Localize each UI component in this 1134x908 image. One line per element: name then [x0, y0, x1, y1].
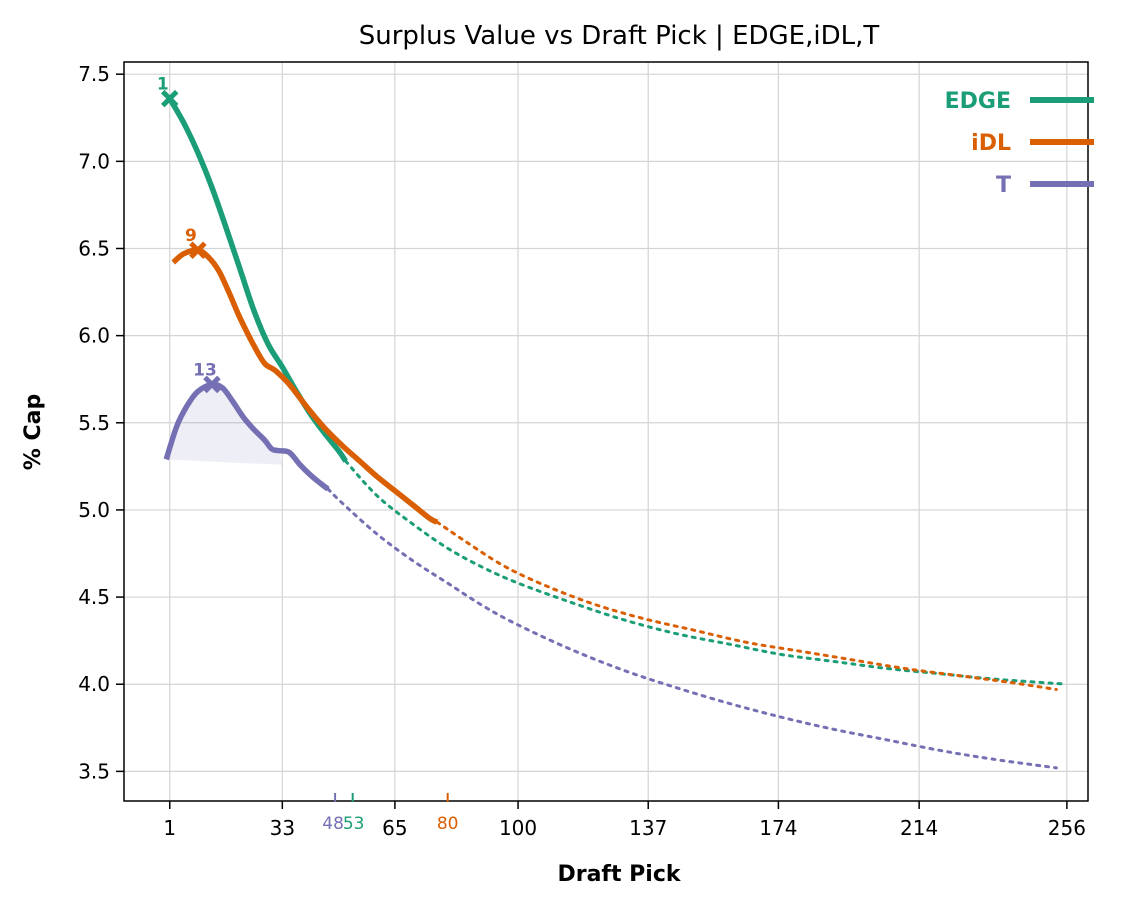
cutoff-label-t: 48 [322, 814, 344, 834]
plot-area-frame [124, 62, 1088, 801]
legend-label-edge: EDGE [945, 89, 1011, 114]
x-tick-label-214: 214 [900, 816, 938, 840]
y-axis-ticks: 3.5 4.0 4.5 5.0 5.5 6.0 6.5 7.0 7.5 [78, 62, 124, 783]
x-axis-title: Draft Pick [557, 862, 681, 887]
peak-label-edge: 1 [157, 75, 169, 95]
axes-frame [124, 62, 1088, 801]
band-layer [166, 384, 282, 464]
series-layer [166, 99, 1067, 768]
x-tick-label-137: 137 [629, 816, 667, 840]
y-tick-label-6.0: 6.0 [78, 324, 110, 348]
x-tick-label-65: 65 [382, 816, 407, 840]
y-tick-label-7.0: 7.0 [78, 149, 110, 173]
x-tick-label-256: 256 [1048, 816, 1086, 840]
peak-label-idl: 9 [185, 226, 197, 246]
y-tick-label-5.0: 5.0 [78, 498, 110, 522]
series-idl-projection [437, 522, 1056, 689]
peak-label-t: 13 [193, 360, 217, 380]
x-tick-label-100: 100 [499, 816, 537, 840]
y-tick-label-4.5: 4.5 [78, 585, 110, 609]
chart-title: Surplus Value vs Draft Pick | EDGE,iDL,T [359, 21, 880, 51]
grid-lines [124, 62, 1088, 801]
x-tick-label-1: 1 [163, 816, 176, 840]
legend-label-idl: iDL [971, 131, 1011, 156]
y-tick-label-5.5: 5.5 [78, 411, 110, 435]
legend: EDGE iDL T [945, 89, 1094, 198]
x-tick-label-33: 33 [270, 816, 295, 840]
cutoff-label-idl: 80 [437, 814, 459, 834]
series-edge-projection [346, 461, 1067, 684]
band-t [166, 384, 282, 464]
y-tick-label-4.0: 4.0 [78, 672, 110, 696]
cutoff-label-edge: 53 [343, 814, 365, 834]
x-axis-ticks: 1 33 65 100 137 174 214 256 [163, 801, 1086, 840]
y-tick-label-3.5: 3.5 [78, 759, 110, 783]
y-tick-label-6.5: 6.5 [78, 236, 110, 260]
x-tick-label-174: 174 [759, 816, 797, 840]
legend-label-t: T [996, 173, 1011, 198]
y-tick-label-7.5: 7.5 [78, 62, 110, 86]
y-axis-title: % Cap [21, 394, 46, 470]
